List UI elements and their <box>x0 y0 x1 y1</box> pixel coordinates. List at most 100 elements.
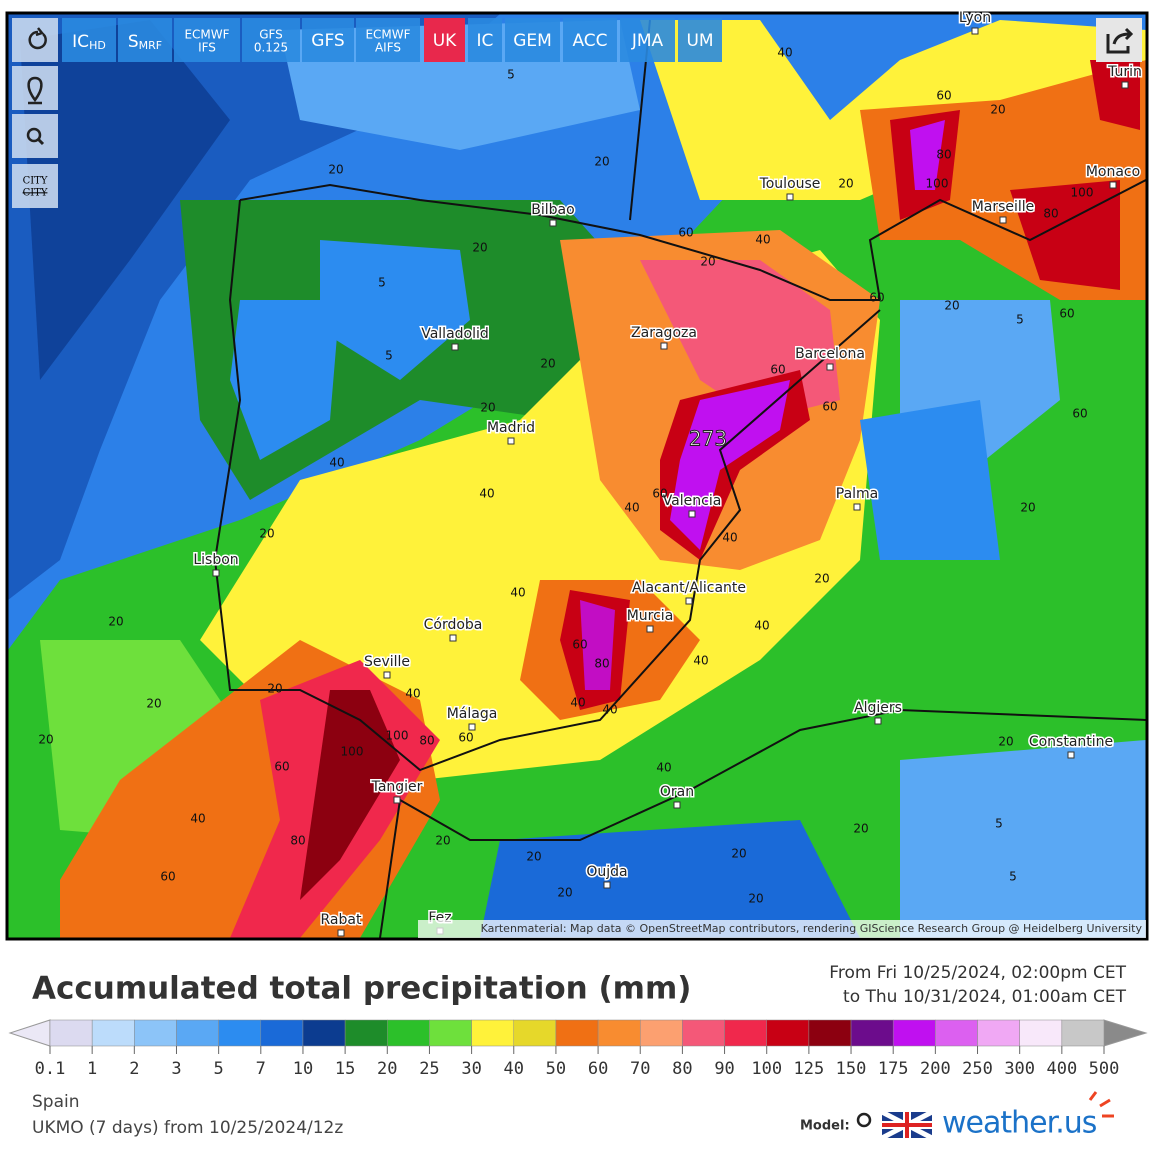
contour-label: 100 <box>341 745 364 759</box>
button-label: IC <box>477 31 494 51</box>
legend-tick-label: 125 <box>794 1059 825 1079</box>
contour-label: 40 <box>755 233 770 247</box>
model-button[interactable]: SMRF <box>118 18 172 62</box>
legend-swatch <box>935 1019 978 1047</box>
legend-swatch <box>49 1019 93 1047</box>
model-button[interactable]: IC <box>468 18 502 62</box>
legend-tick-label: 7 <box>256 1059 266 1079</box>
city-dot <box>999 216 1007 224</box>
contour-label: 20 <box>748 892 763 906</box>
button-label: GFS <box>259 28 283 42</box>
legend-swatch <box>977 1019 1020 1047</box>
legend-period: to Thu 10/31/2024, 01:00am CET <box>843 987 1127 1007</box>
contour-label: 20 <box>944 299 959 313</box>
city-dot <box>1067 751 1075 759</box>
button-label: SMRF <box>128 32 162 52</box>
button-label: 0.125 <box>254 41 288 55</box>
legend-tick-label: 25 <box>419 1059 439 1079</box>
city-toggle-struck: CITY <box>23 188 48 199</box>
button-bg <box>302 18 354 62</box>
button-label: ECMWF <box>184 28 229 42</box>
button-bg <box>678 18 722 62</box>
legend-tick-label: 3 <box>171 1059 181 1079</box>
legend-tick-label: 2 <box>129 1059 139 1079</box>
model-button[interactable]: GEM <box>505 18 560 62</box>
city-label: Lisbon <box>193 552 238 568</box>
city-dot <box>786 193 794 201</box>
side-button[interactable] <box>12 164 58 208</box>
contour-label: 60 <box>458 731 473 745</box>
contour-label: 80 <box>419 734 434 748</box>
legend-swatch <box>513 1019 557 1047</box>
button-label: UM <box>686 31 713 51</box>
contour-label: 20 <box>990 103 1005 117</box>
button-bg <box>563 18 617 62</box>
legend-swatch <box>682 1019 725 1047</box>
button-bg <box>62 18 116 62</box>
legend-tick-label: 20 <box>377 1059 397 1079</box>
model-button[interactable]: ICHD <box>62 18 116 62</box>
city-label: Murcia <box>627 608 674 624</box>
legend-tick-label: 5 <box>214 1059 224 1079</box>
legend-tick-label: 100 <box>751 1059 782 1079</box>
contour-label: 20 <box>472 241 487 255</box>
model-button[interactable]: JMA <box>620 18 675 62</box>
legend-swatch <box>555 1019 599 1047</box>
legend-tick-label: 200 <box>920 1059 951 1079</box>
city-dot <box>971 27 979 35</box>
contour-label: 80 <box>594 657 609 671</box>
city-label: Tangier <box>371 779 423 795</box>
max-label: 273 <box>689 427 727 451</box>
legend-title: Accumulated total precipitation (mm) <box>32 971 691 1007</box>
city-label: Valencia <box>663 493 722 509</box>
contour-label: 20 <box>540 357 555 371</box>
share-button[interactable] <box>1096 18 1142 62</box>
contour-label: 5 <box>995 817 1003 831</box>
legend-tick-label: 150 <box>836 1059 867 1079</box>
legend-tick-label: 400 <box>1046 1059 1077 1079</box>
contour-label: 60 <box>572 638 587 652</box>
model-button[interactable]: GFS <box>302 18 354 62</box>
contour-label: 40 <box>405 687 420 701</box>
legend-swatch <box>176 1019 219 1047</box>
contour-label: 20 <box>480 401 495 415</box>
model-button[interactable]: UM <box>678 18 722 62</box>
button-text: S <box>128 32 139 52</box>
city-dot <box>673 801 681 809</box>
legend-tick-label: 10 <box>293 1059 313 1079</box>
button-bg <box>174 18 240 62</box>
button-bg <box>620 18 675 62</box>
side-button[interactable] <box>12 18 58 62</box>
city-dot <box>393 796 401 804</box>
legend-swatch <box>597 1019 641 1047</box>
city-label: Bilbao <box>531 202 574 218</box>
contour-label: 60 <box>936 89 951 103</box>
brand-sun <box>1088 1091 1114 1118</box>
legend-tick-label: 70 <box>630 1059 650 1079</box>
button-label: ACC <box>572 31 607 51</box>
legend-swatch <box>639 1019 683 1047</box>
contour-label: 60 <box>822 400 837 414</box>
contour-label: 60 <box>770 363 785 377</box>
attribution-bg <box>418 920 1146 938</box>
contour-label: 20 <box>998 735 1013 749</box>
button-label: ICHD <box>72 32 106 52</box>
model-button[interactable]: UK <box>424 18 465 62</box>
map-frame <box>5 11 1149 941</box>
city-label: Barcelona <box>795 346 865 362</box>
contour-label: 5 <box>1009 870 1017 884</box>
legend-swatch <box>1061 1019 1105 1047</box>
contour-label: 20 <box>700 255 715 269</box>
city-toggle: CITY <box>23 176 48 187</box>
city-label: Oran <box>660 784 694 800</box>
contour-label: 40 <box>510 586 525 600</box>
button-bg <box>424 18 465 62</box>
contour-label: 20 <box>267 682 282 696</box>
side-button[interactable] <box>12 114 58 158</box>
city-dot <box>337 929 345 937</box>
city-label: Seville <box>364 654 410 670</box>
model-button[interactable]: ACC <box>563 18 617 62</box>
